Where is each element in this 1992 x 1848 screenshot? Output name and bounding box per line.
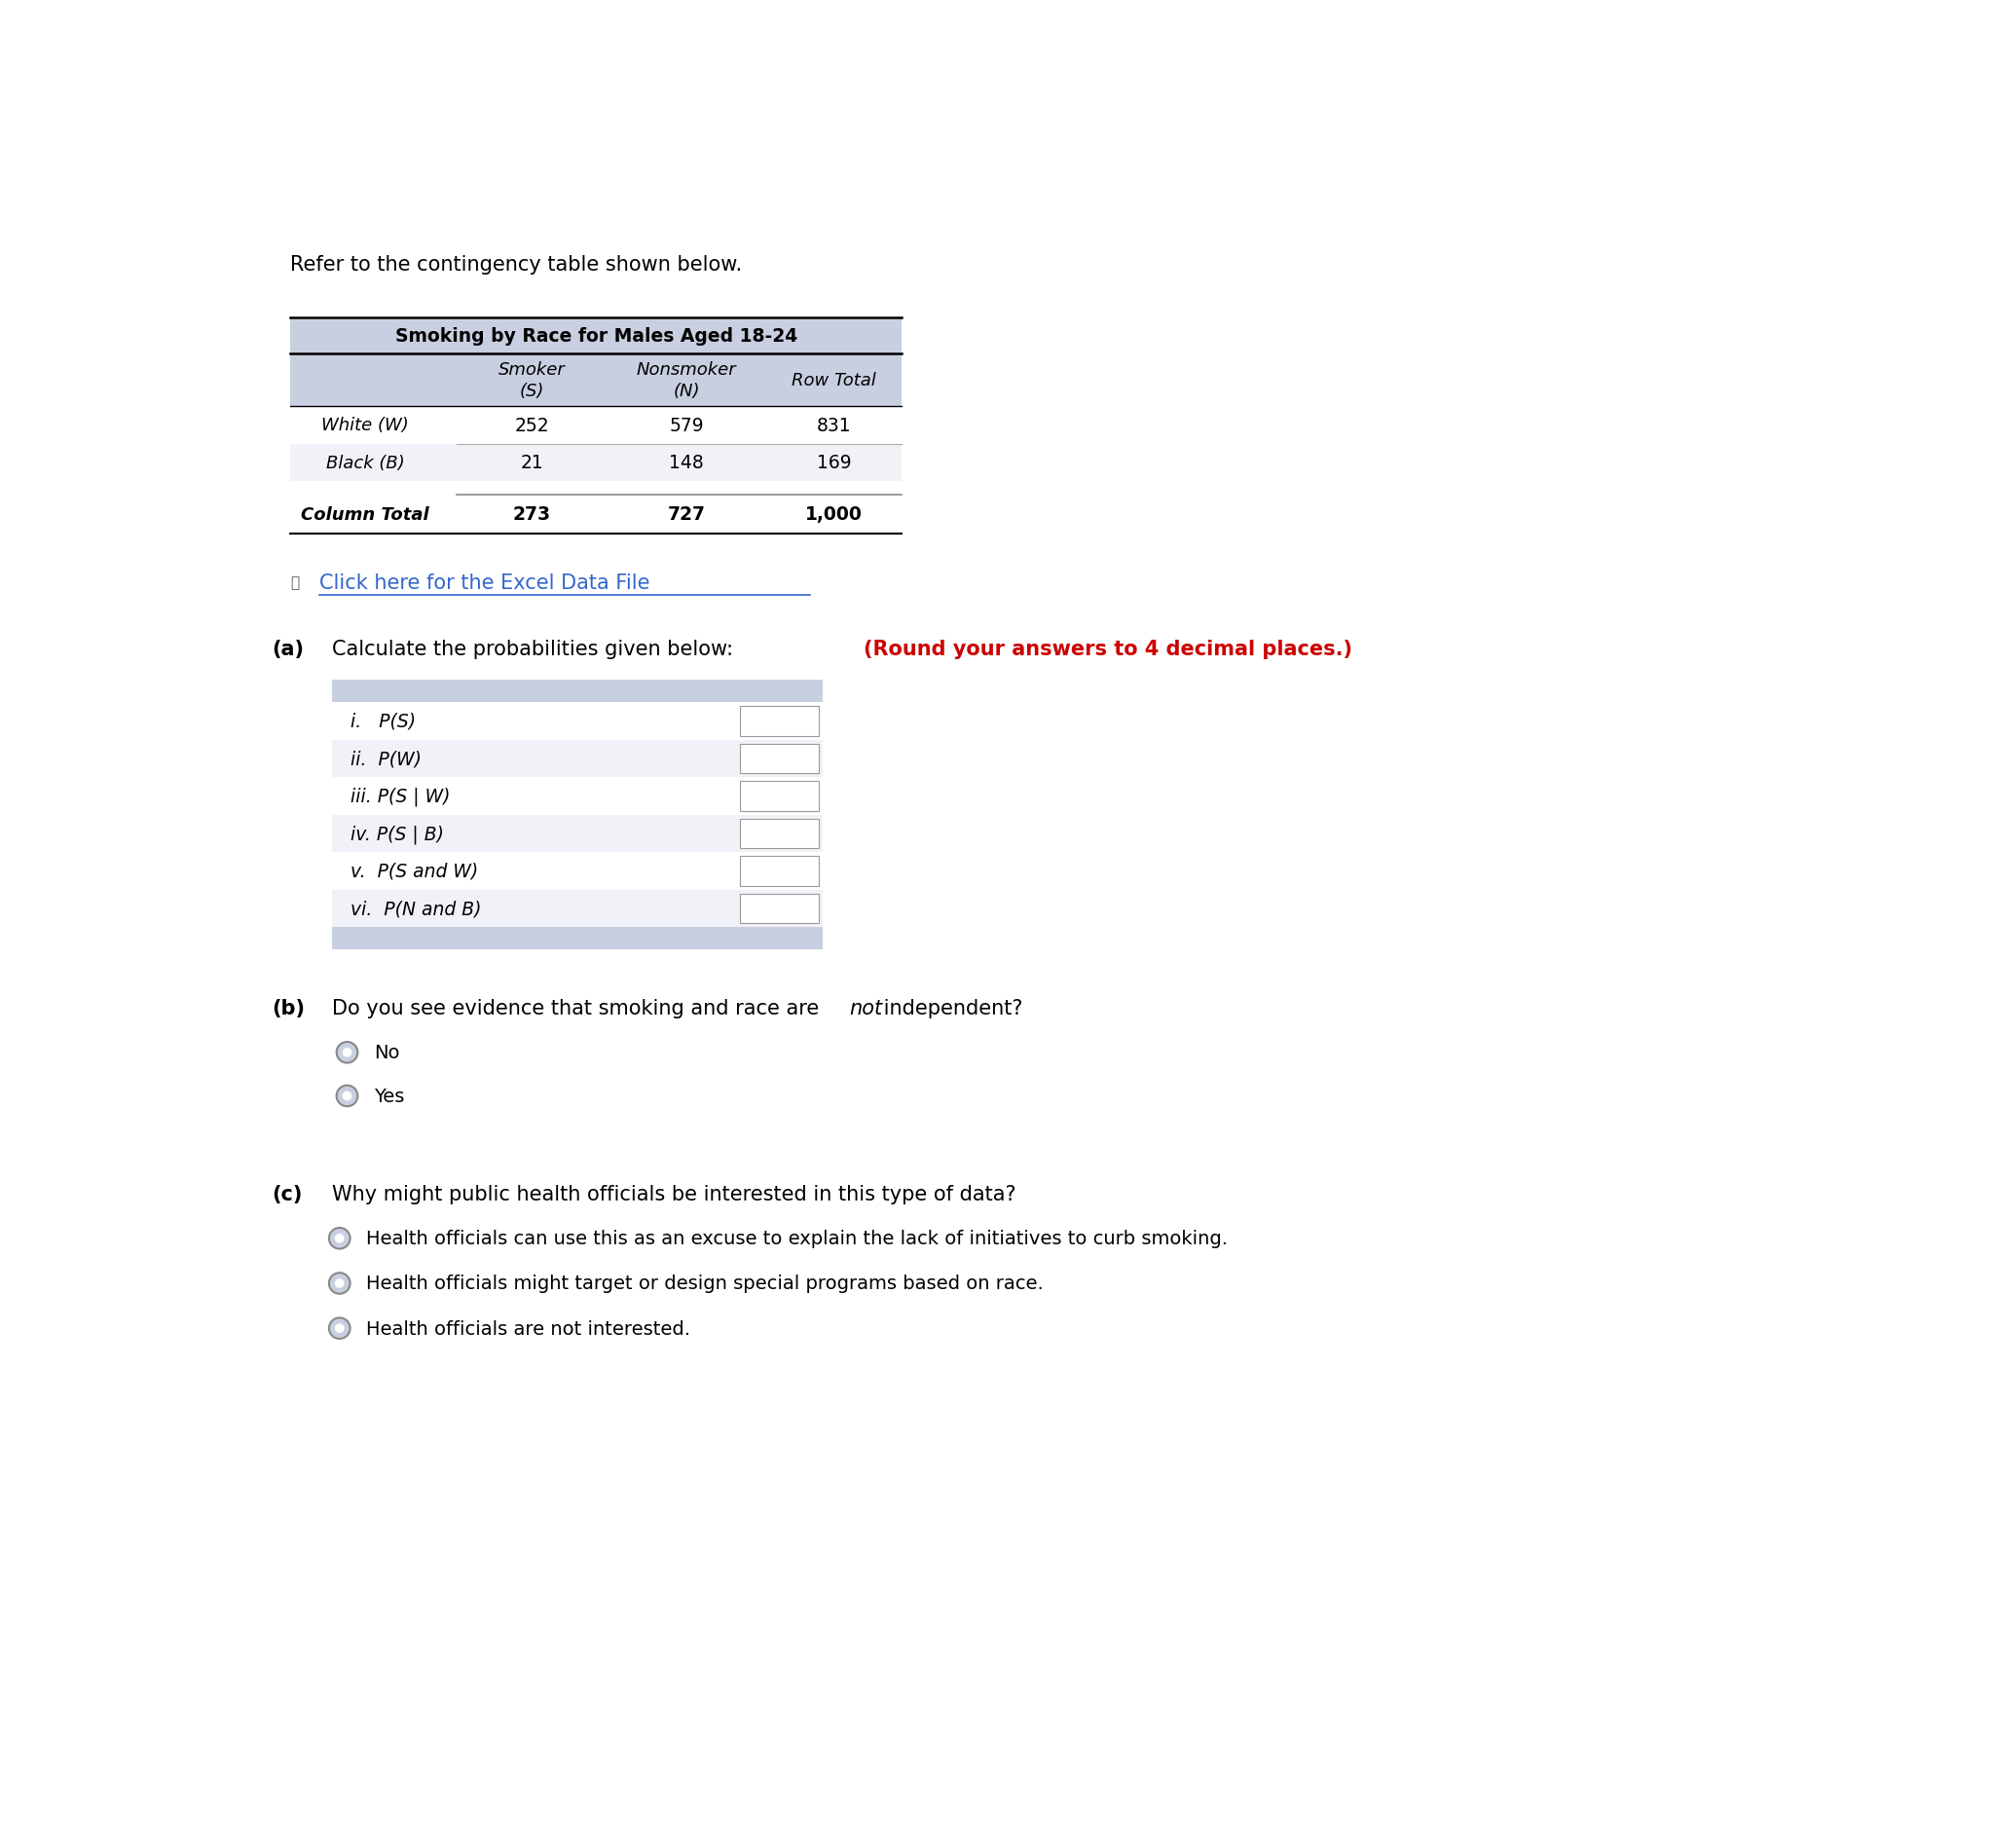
Text: Nonsmoker
(N): Nonsmoker (N) [637, 360, 737, 401]
Text: Column Total: Column Total [301, 506, 428, 523]
Text: 727: 727 [667, 506, 705, 525]
Text: Smoker
(S): Smoker (S) [498, 360, 566, 401]
Text: Health officials can use this as an excuse to explain the lack of initiatives to: Health officials can use this as an excu… [367, 1229, 1227, 1247]
Text: 📄: 📄 [291, 575, 299, 590]
FancyBboxPatch shape [739, 856, 819, 887]
Circle shape [337, 1042, 359, 1063]
FancyBboxPatch shape [291, 355, 902, 407]
Text: (b): (b) [271, 998, 305, 1018]
Text: Yes: Yes [374, 1087, 404, 1105]
Circle shape [337, 1087, 359, 1107]
Circle shape [329, 1318, 351, 1340]
Text: 1,000: 1,000 [805, 506, 863, 525]
Text: Refer to the contingency table shown below.: Refer to the contingency table shown bel… [291, 255, 743, 274]
FancyBboxPatch shape [333, 680, 823, 702]
Text: Health officials might target or design special programs based on race.: Health officials might target or design … [367, 1275, 1044, 1294]
Text: Do you see evidence that smoking and race are: Do you see evidence that smoking and rac… [333, 998, 825, 1018]
Text: ii.  P(W): ii. P(W) [351, 750, 422, 769]
Text: Why might public health officials be interested in this type of data?: Why might public health officials be int… [333, 1185, 1016, 1205]
FancyBboxPatch shape [291, 495, 902, 534]
FancyBboxPatch shape [291, 318, 902, 355]
Circle shape [343, 1048, 353, 1057]
Text: 252: 252 [514, 416, 550, 434]
FancyBboxPatch shape [291, 444, 902, 482]
Text: 273: 273 [512, 506, 552, 525]
FancyBboxPatch shape [333, 741, 823, 778]
FancyBboxPatch shape [333, 891, 823, 928]
Text: (Round your answers to 4 decimal places.): (Round your answers to 4 decimal places.… [865, 639, 1353, 658]
Text: Row Total: Row Total [791, 371, 876, 390]
Circle shape [335, 1279, 345, 1288]
Text: i.   P(S): i. P(S) [351, 711, 416, 730]
FancyBboxPatch shape [333, 815, 823, 852]
Text: 831: 831 [817, 416, 851, 434]
Text: Health officials are not interested.: Health officials are not interested. [367, 1319, 689, 1338]
Text: White (W): White (W) [321, 418, 408, 434]
Text: not: not [849, 998, 882, 1018]
Text: 148: 148 [669, 455, 703, 473]
Text: v.  P(S and W): v. P(S and W) [351, 863, 478, 881]
FancyBboxPatch shape [333, 778, 823, 815]
Text: Calculate the probabilities given below:: Calculate the probabilities given below: [333, 639, 739, 658]
FancyBboxPatch shape [333, 702, 823, 741]
Text: independent?: independent? [878, 998, 1024, 1018]
FancyBboxPatch shape [739, 894, 819, 924]
Circle shape [343, 1092, 353, 1101]
Circle shape [335, 1234, 345, 1244]
Text: (a): (a) [271, 639, 303, 658]
FancyBboxPatch shape [291, 407, 902, 444]
Circle shape [329, 1273, 351, 1294]
FancyBboxPatch shape [739, 706, 819, 737]
Text: iv. P(S | B): iv. P(S | B) [351, 824, 444, 843]
Circle shape [329, 1229, 351, 1249]
FancyBboxPatch shape [739, 745, 819, 774]
Text: vi.  P(N and B): vi. P(N and B) [351, 900, 482, 918]
Text: 21: 21 [520, 455, 544, 473]
Text: Black (B): Black (B) [327, 455, 404, 471]
Text: 169: 169 [817, 455, 851, 473]
FancyBboxPatch shape [739, 819, 819, 848]
Text: iii. P(S | W): iii. P(S | W) [351, 787, 450, 806]
Text: Smoking by Race for Males Aged 18-24: Smoking by Race for Males Aged 18-24 [394, 327, 797, 346]
FancyBboxPatch shape [333, 852, 823, 891]
FancyBboxPatch shape [333, 928, 823, 950]
Circle shape [335, 1323, 345, 1332]
Text: (c): (c) [271, 1185, 303, 1205]
Text: No: No [374, 1044, 398, 1063]
Text: 579: 579 [669, 416, 703, 434]
FancyBboxPatch shape [739, 782, 819, 811]
Text: Click here for the Excel Data File: Click here for the Excel Data File [319, 573, 649, 593]
